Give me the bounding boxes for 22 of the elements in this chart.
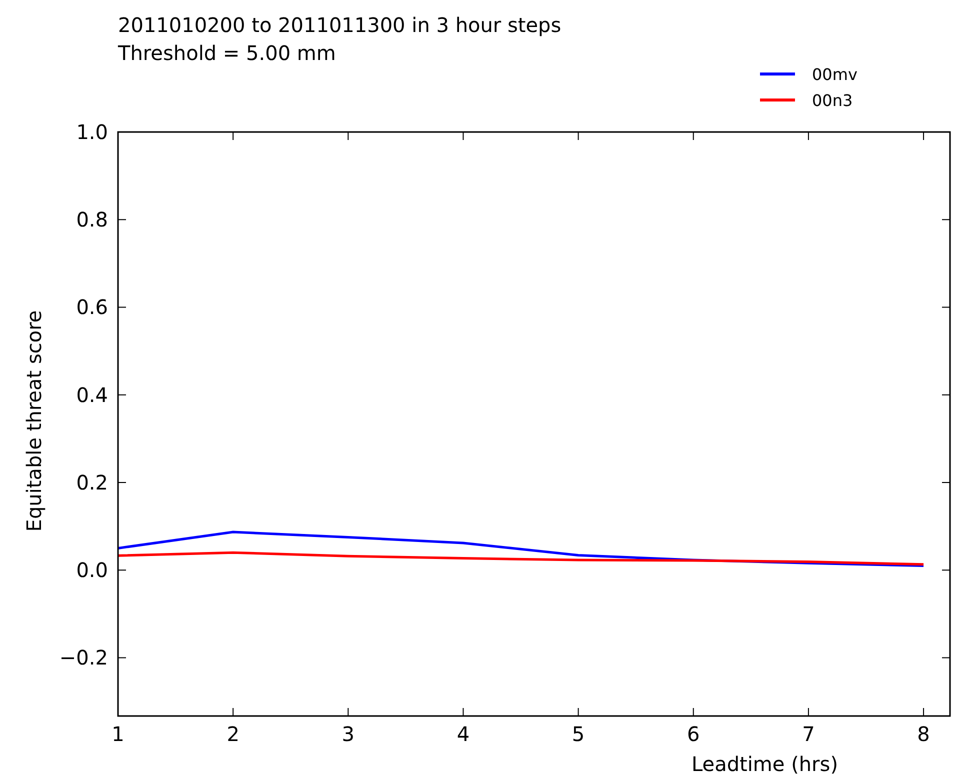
chart-subtitle: Threshold = 5.00 mm xyxy=(117,41,336,65)
y-tick-label: 0.6 xyxy=(76,295,108,320)
x-tick-label: 2 xyxy=(226,722,240,746)
y-axis-title: Equitable threat score xyxy=(22,310,46,532)
y-tick-label: 1.0 xyxy=(76,120,108,144)
line-series xyxy=(116,551,925,566)
x-tick-label: 5 xyxy=(572,722,585,746)
x-tick-label: 8 xyxy=(917,722,930,746)
chart-title: 2011010200 to 2011011300 in 3 hour steps xyxy=(118,13,562,37)
y-tick-label: 0.2 xyxy=(76,470,108,494)
y-tick-label: −0.2 xyxy=(59,646,108,670)
x-tick-label: 3 xyxy=(342,722,355,746)
y-tick-label: 0.0 xyxy=(76,558,108,582)
x-axis-title: Leadtime (hrs) xyxy=(691,752,838,776)
legend-label: 00mv xyxy=(812,65,858,84)
x-tick-label: 1 xyxy=(112,722,124,746)
legend-label: 00n3 xyxy=(812,91,853,110)
x-tick-label: 6 xyxy=(687,722,700,746)
y-tick-label: 0.4 xyxy=(76,382,108,407)
x-tick-label: 7 xyxy=(802,722,815,746)
x-tick-label: 4 xyxy=(456,722,470,746)
y-tick-label: 0.8 xyxy=(76,208,108,232)
